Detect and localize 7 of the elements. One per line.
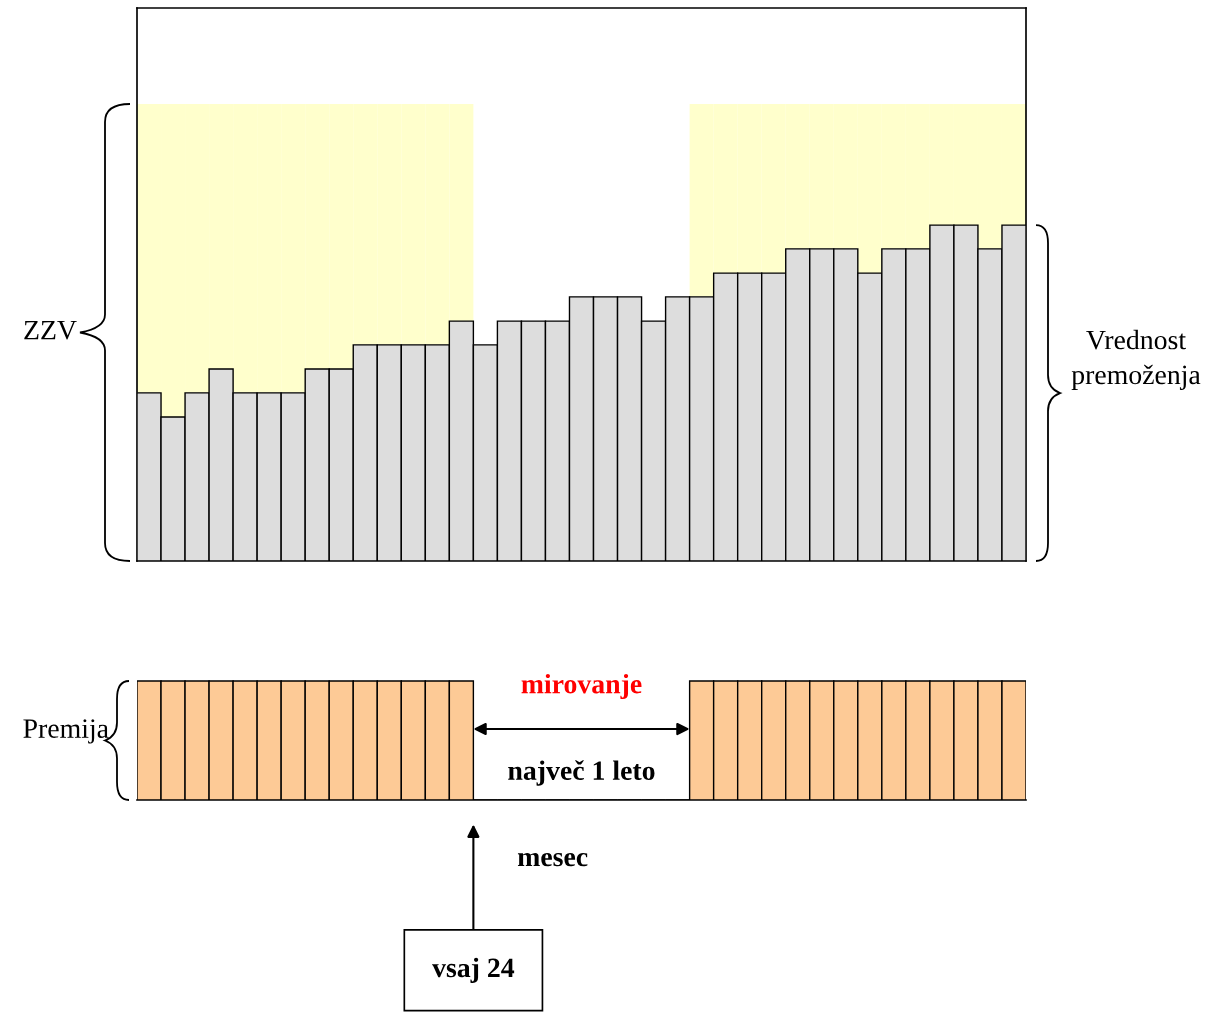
text: mesec bbox=[517, 852, 588, 867]
text: vsaj 24 bbox=[432, 957, 515, 983]
annotation: največ 1 leto bbox=[508, 760, 655, 786]
y-axis-title: ZZV bbox=[24, 320, 77, 340]
annotation: mirovanje bbox=[521, 673, 642, 700]
y2-axis-title: Vrednost premoženja bbox=[1071, 329, 1201, 390]
y-axis-title: Premija bbox=[23, 719, 109, 744]
